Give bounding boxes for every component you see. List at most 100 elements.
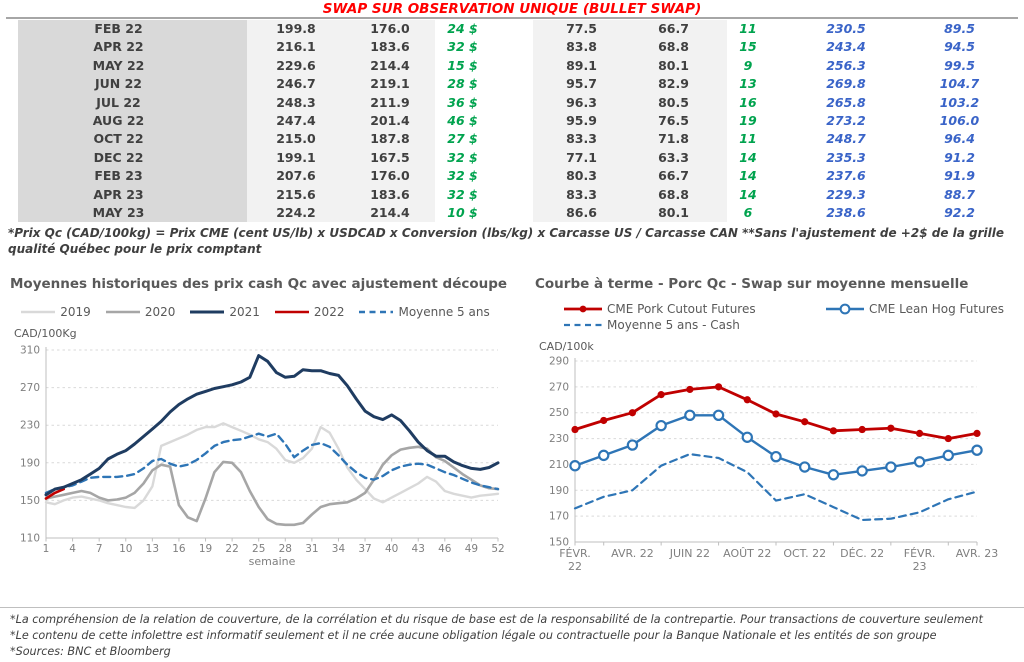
disclaimer-footnotes: *La compréhension de la relation de couv… [10,612,1014,660]
cell-count: 6 [743,204,753,220]
cell-diff: 28 $ [447,76,478,92]
cell-diff: 32 $ [447,149,478,165]
svg-text:170: 170 [549,511,569,523]
cell-month: FEB 22 [18,20,247,39]
svg-text:16: 16 [172,543,186,555]
table-row: MAY 22 229.6 214.4 15 $ 89.1 80.1 9 256.3 99.5 [18,56,1016,76]
svg-text:AVR. 23: AVR. 23 [956,547,999,560]
cell-swap-us: 106.0 [939,112,980,128]
historical-prices-chart: 110 150 190 230 270 310 1 4 7 10 13 16 19 22 25 28 31 34 3… [20,345,505,569]
legend-item-cme-lean-hog-futures: CME Lean Hog Futures [825,302,1004,316]
legend-line-sample [826,303,864,315]
svg-text:150: 150 [549,537,569,549]
legend-line-sample [564,323,602,327]
cell-swap-us: 99.5 [944,57,975,73]
cell-prix-cme: 199.1 [247,148,345,168]
cell-prix-comptant: 214.4 [345,56,435,76]
cell-prix-cme: 199.8 [247,20,345,39]
footnote-line: *La compréhension de la relation de couv… [10,613,983,626]
legend-line-sample [105,310,140,314]
cell-us-2: 66.7 [630,20,727,39]
cell-prix-cme: 224.2 [247,203,345,223]
cell-us-1: 95.9 [533,111,630,131]
svg-text:JUIN 22: JUIN 22 [669,547,710,560]
cell-swap-us: 94.5 [944,39,975,55]
cell-us-2: 80.1 [630,56,727,76]
table-row: FEB 22 199.8 176.0 24 $ 77.5 66.7 11 230.5 89.5 [18,20,1016,39]
cell-us-1: 83.3 [533,130,630,149]
spacer [510,204,533,222]
legend-label: 2022 [313,305,345,319]
cell-swap-cad: 256.3 [826,57,866,73]
cell-us-2: 80.1 [630,203,727,223]
svg-text:110: 110 [20,533,40,545]
legend-item-2021: 2021 [189,305,260,319]
cell-prix-cme: 215.6 [247,185,345,204]
forward-curve-legend-row1: CME Pork Cutout Futures CME Lean Hog Futu… [563,302,1017,316]
title-divider [6,17,1018,19]
cell-prix-comptant: 219.1 [345,75,435,94]
cell-prix-comptant: 187.8 [345,130,435,149]
spacer [510,186,533,204]
forward-curve-legend-row2: Moyenne 5 ans - Cash [563,318,1017,332]
cell-month: APR 22 [18,38,247,57]
cell-month: OCT 22 [18,130,247,149]
historical-chart-panel: Moyennes historiques des prix cash Qc av… [10,276,510,584]
page-title: SWAP SUR OBSERVATION UNIQUE (BULLET SWAP… [322,1,702,17]
cell-swap-cad: 229.3 [826,186,866,202]
cell-month: MAY 23 [18,203,247,223]
cell-count: 14 [739,186,757,202]
cell-count: 14 [739,168,757,184]
cell-swap-cad: 265.8 [826,94,866,110]
cell-swap-cad: 230.5 [826,21,866,36]
table-row: MAY 23 224.2 214.4 10 $ 86.6 80.1 6 238.6 92.2 [18,203,1016,223]
svg-text:FÉVR.22: FÉVR. 22 [559,547,591,573]
cell-prix-cme: 215.0 [247,130,345,149]
svg-text:AVR. 22: AVR. 22 [611,547,654,560]
svg-text:150: 150 [20,495,40,507]
cell-prix-cme: 229.6 [247,56,345,76]
legend-label: Moyenne 5 ans - Cash [607,318,740,332]
spacer [510,20,533,38]
cell-month: JUN 22 [18,75,247,94]
cell-swap-cad: 269.8 [826,76,866,92]
cell-prix-cme: 248.3 [247,93,345,112]
svg-text:290: 290 [549,356,569,368]
cell-prix-cme: 216.1 [247,38,345,57]
svg-text:270: 270 [20,382,40,394]
cell-us-1: 86.6 [533,203,630,223]
cell-swap-cad: 237.6 [826,168,866,184]
svg-text:13: 13 [146,543,159,555]
cell-us-1: 83.8 [533,38,630,57]
cell-us-1: 77.1 [533,148,630,168]
cell-month: AUG 22 [18,111,247,131]
svg-text:46: 46 [438,543,452,555]
cell-diff: 32 $ [447,186,478,202]
cell-prix-comptant: 176.0 [345,167,435,186]
table-row: APR 23 215.6 183.6 32 $ 83.3 68.8 14 229.3 88.7 [18,185,1016,204]
svg-text:210: 210 [549,459,569,471]
cell-diff: 32 $ [447,168,478,184]
cell-count: 14 [739,149,757,165]
legend-item-2022: 2022 [274,305,345,319]
cell-count: 11 [739,21,757,36]
svg-text:310: 310 [20,345,40,357]
table-row: DEC 22 199.1 167.5 32 $ 77.1 63.3 14 235.3 91.2 [18,148,1016,168]
table-row: FEB 23 207.6 176.0 32 $ 80.3 66.7 14 237.6 91.9 [18,167,1016,186]
cell-count: 15 [739,39,757,55]
cell-diff: 24 $ [447,21,478,36]
legend-label: 2019 [60,305,91,319]
svg-text:FÉVR.23: FÉVR. 23 [904,547,936,573]
svg-text:190: 190 [549,485,569,497]
cell-swap-cad: 235.3 [826,149,866,165]
svg-text:4: 4 [69,543,76,555]
cell-us-2: 76.5 [630,111,727,131]
footnote-line: *Sources: BNC et Bloomberg [10,644,171,658]
cell-diff: 27 $ [447,131,478,147]
cell-swap-us: 89.5 [944,21,975,36]
legend-line-sample [190,310,225,314]
cell-swap-us: 91.2 [944,149,975,165]
svg-text:270: 270 [549,381,569,393]
legend-label: 2021 [229,305,260,319]
